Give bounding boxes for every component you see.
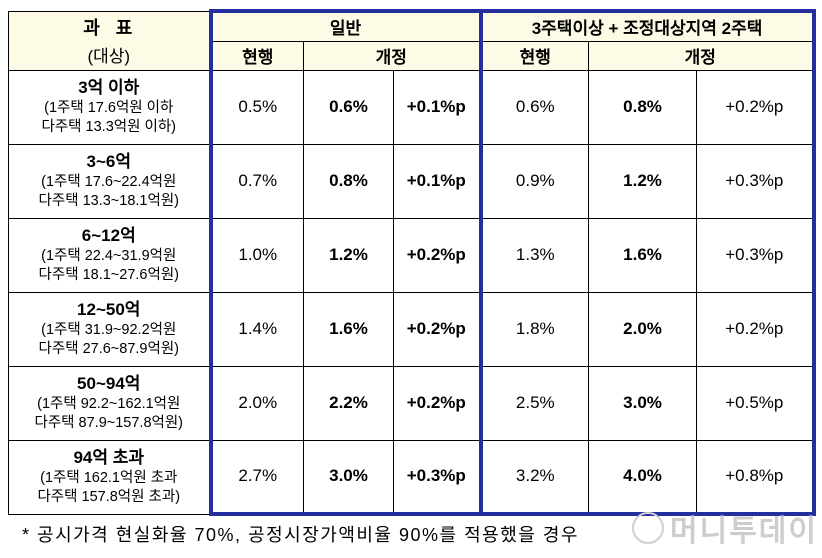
taxbase-title: 과 표 — [83, 18, 135, 38]
header-group-multi: 3주택이상 + 조정대상지역 2주택 — [478, 9, 816, 42]
bracket-label: 6~12억 — [81, 226, 136, 245]
bracket-cell: 3~6억 (1주택 17.6~22.4억원 다주택 13.3~18.1억원) — [8, 143, 211, 219]
bracket-label: 50~94억 — [77, 374, 141, 393]
bracket-cell: 6~12억 (1주택 22.4~31.9억원 다주택 18.1~27.6억원) — [8, 217, 211, 293]
multi-current-cell: 2.5% — [478, 365, 590, 441]
multi-revised-cell: 3.0% — [588, 365, 698, 441]
bracket-cell: 12~50억 (1주택 31.9~92.2억원 다주택 27.6~87.9억원) — [8, 291, 211, 367]
multi-revised-cell: 2.0% — [588, 291, 698, 367]
multi-revised-cell: 4.0% — [588, 439, 698, 516]
col-header-current-multi: 현행 — [478, 40, 590, 71]
multi-current-cell: 0.9% — [478, 143, 590, 219]
bracket-detail-1: (1주택 17.6억원 이하 — [44, 100, 174, 116]
watermark-text: 머니투데이 — [670, 515, 818, 548]
multi-change-cell: +0.2%p — [696, 69, 816, 145]
bracket-cell: 3억 이하 (1주택 17.6억원 이하 다주택 13.3억원 이하) — [8, 69, 211, 145]
bracket-detail-2: 다주택 87.9~157.8억원) — [34, 415, 184, 431]
header-taxbase: 과 표 (대상) — [8, 10, 211, 71]
general-current-cell: 0.5% — [208, 69, 304, 145]
bracket-cell: 50~94억 (1주택 92.2~162.1억원 다주택 87.9~157.8억… — [8, 365, 211, 441]
general-current-cell: 0.7% — [208, 143, 304, 219]
multi-current-cell: 1.3% — [478, 217, 590, 293]
bracket-label: 3억 이하 — [78, 78, 140, 97]
general-change-cell: +0.1%p — [392, 69, 483, 145]
multi-current-cell: 3.2% — [478, 439, 590, 516]
multi-current-cell: 1.8% — [478, 291, 590, 367]
bracket-label: 12~50억 — [77, 300, 141, 319]
table-row: 6~12억 (1주택 22.4~31.9억원 다주택 18.1~27.6억원) … — [8, 217, 816, 293]
general-change-cell: +0.2%p — [392, 365, 483, 441]
table-row: 94억 초과 (1주택 162.1억원 초과 다주택 157.8억원 초과) 2… — [8, 439, 816, 516]
general-current-cell: 1.0% — [208, 217, 304, 293]
general-revised-cell: 0.8% — [303, 143, 394, 219]
bracket-detail-2: 다주택 27.6~87.9억원) — [38, 341, 179, 357]
general-revised-cell: 1.6% — [303, 291, 394, 367]
bracket-detail-1: (1주택 92.2~162.1억원 — [37, 396, 181, 412]
multi-change-cell: +0.5%p — [696, 365, 816, 441]
multi-change-cell: +0.2%p — [696, 291, 816, 367]
table-row: 3억 이하 (1주택 17.6억원 이하 다주택 13.3억원 이하) 0.5%… — [8, 69, 816, 145]
general-current-cell: 1.4% — [208, 291, 304, 367]
bracket-detail-1: (1주택 162.1억원 초과 — [40, 470, 178, 486]
col-header-revised-multi: 개정 — [588, 40, 816, 71]
header-group-general: 일반 — [208, 9, 483, 42]
watermark: 머니투데이 — [632, 506, 818, 550]
bracket-detail-2: 다주택 13.3억원 이하) — [41, 119, 177, 135]
bracket-detail-1: (1주택 17.6~22.4억원 — [41, 174, 177, 190]
general-change-cell: +0.1%p — [392, 143, 483, 219]
multi-change-cell: +0.3%p — [696, 143, 816, 219]
general-change-cell: +0.2%p — [392, 291, 483, 367]
col-header-revised-general: 개정 — [302, 40, 483, 71]
taxbase-subtitle: (대상) — [87, 47, 131, 66]
table-row: 12~50억 (1주택 31.9~92.2억원 다주택 27.6~87.9억원)… — [8, 291, 816, 367]
multi-change-cell: +0.8%p — [696, 439, 816, 516]
tax-rate-table: 과 표 (대상) 일반 3주택이상 + 조정대상지역 2주택 현행 개정 현행 … — [8, 9, 816, 516]
bracket-detail-1: (1주택 22.4~31.9억원 — [41, 248, 177, 264]
general-revised-cell: 2.2% — [303, 365, 394, 441]
col-header-current-general: 현행 — [208, 40, 304, 71]
multi-current-cell: 0.6% — [478, 69, 590, 145]
bracket-cell: 94억 초과 (1주택 162.1억원 초과 다주택 157.8억원 초과) — [8, 439, 211, 515]
footnote: * 공시가격 현실화율 70%, 공정시장가액비율 90%를 적용했을 경우 — [22, 525, 579, 545]
general-change-cell: +0.3%p — [392, 439, 483, 516]
general-current-cell: 2.0% — [208, 365, 304, 441]
multi-revised-cell: 1.6% — [588, 217, 698, 293]
table-row: 50~94억 (1주택 92.2~162.1억원 다주택 87.9~157.8억… — [8, 365, 816, 441]
bracket-detail-2: 다주택 157.8억원 초과) — [37, 489, 181, 505]
multi-revised-cell: 1.2% — [588, 143, 698, 219]
bracket-label: 94억 초과 — [73, 448, 145, 467]
multi-change-cell: +0.3%p — [696, 217, 816, 293]
general-revised-cell: 3.0% — [303, 439, 394, 516]
multi-revised-cell: 0.8% — [588, 69, 698, 145]
bracket-detail-2: 다주택 13.3~18.1억원) — [38, 193, 179, 209]
moneytoday-logo-icon — [632, 512, 664, 544]
bracket-label: 3~6억 — [86, 152, 131, 171]
general-change-cell: +0.2%p — [392, 217, 483, 293]
bracket-detail-1: (1주택 31.9~92.2억원 — [41, 322, 177, 338]
general-current-cell: 2.7% — [208, 439, 304, 516]
general-revised-cell: 1.2% — [303, 217, 394, 293]
general-revised-cell: 0.6% — [303, 69, 394, 145]
bracket-detail-2: 다주택 18.1~27.6억원) — [38, 267, 179, 283]
table-row: 3~6억 (1주택 17.6~22.4억원 다주택 13.3~18.1억원) 0… — [8, 143, 816, 219]
